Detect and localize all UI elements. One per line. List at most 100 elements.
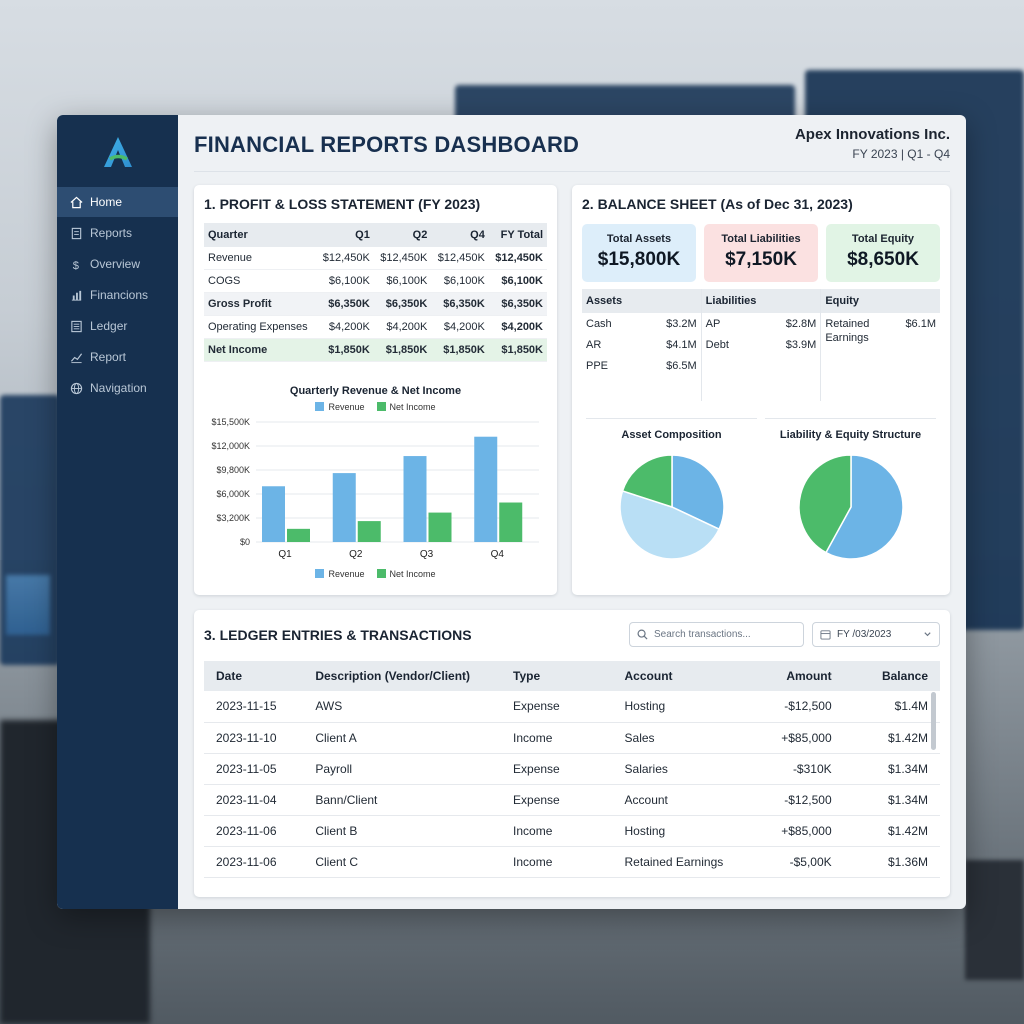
ledger-cell-type: Income <box>501 846 613 878</box>
y-tick-label: $3,200K <box>216 513 250 523</box>
table-row[interactable]: 2023-11-10 Client A Income Sales +$85,000 $1.… <box>204 722 940 754</box>
ledger-cell-date: 2023-11-10 <box>204 722 304 754</box>
bar-chart-icon <box>69 288 83 302</box>
sidebar-item-overview[interactable]: $ Overview <box>57 249 178 279</box>
document-icon <box>69 226 83 240</box>
assets-row: AR $4.1M <box>582 334 701 355</box>
item-label: AR <box>586 338 602 351</box>
ledger-cell-desc: AWS <box>303 691 502 723</box>
pie-row: Asset Composition Liability & Equity Str… <box>582 418 940 572</box>
table-row[interactable]: 2023-11-04 Bann/Client Expense Account -$12,… <box>204 784 940 816</box>
sidebar-item-home[interactable]: Home <box>57 187 178 217</box>
dollar-icon: $ <box>69 257 83 271</box>
liability-equity-pie <box>797 454 904 560</box>
date-select[interactable]: FY /03/2023 <box>812 622 940 647</box>
pl-col-header: Q4 <box>431 223 489 247</box>
date-value: FY /03/2023 <box>837 629 892 640</box>
bar-revenue <box>332 473 356 542</box>
pl-cell: $4,200K <box>373 315 432 339</box>
item-label: Debt <box>705 338 729 351</box>
page-title: FINANCIAL REPORTS DASHBOARD <box>194 132 580 157</box>
pl-cell: $6,350K <box>316 292 374 316</box>
bar-net-income <box>428 512 452 542</box>
pl-cell: $6,100K <box>373 269 432 293</box>
legend-label: Net Income <box>389 569 436 579</box>
sidebar-item-reports[interactable]: Reports <box>57 218 178 248</box>
ledger-cell-type: Expense <box>501 784 613 816</box>
svg-text:$: $ <box>72 260 79 271</box>
item-label: Cash <box>586 318 612 330</box>
search-input[interactable]: Search transactions... <box>629 622 804 647</box>
table-row[interactable]: 2023-11-15 AWS Expense Hosting -$12,500 $1.4M <box>204 691 940 723</box>
table-row[interactable]: 2023-11-05 Payroll Expense Salaries -$310K $1… <box>204 753 940 785</box>
pl-row: Net Income $1,850K $1,850K $1,850K $1,850K <box>204 338 547 362</box>
kpi-label: Total Equity <box>851 233 915 245</box>
ledger-col-header[interactable]: Date <box>204 661 304 691</box>
chart-legend-bottom: Revenue Net Income <box>204 569 547 579</box>
ledger-col-header[interactable]: Description (Vendor/Client) <box>303 661 502 691</box>
pl-title: 1. PROFIT & LOSS STATEMENT (FY 2023) <box>204 196 481 212</box>
liability-equity-chart: Liability & Equity Structure <box>765 418 936 572</box>
fiscal-period: FY 2023 | Q1 - Q4 <box>852 146 950 161</box>
kpi-total-assets: Total Assets $15,800K <box>582 224 696 282</box>
ledger-cell-amount: +$85,000 <box>744 722 844 754</box>
ledger-cell-balance: $1.34M <box>843 753 940 785</box>
ledger-col-header[interactable]: Balance <box>843 661 940 691</box>
x-tick-label: Q2 <box>349 549 363 560</box>
globe-icon <box>69 381 83 395</box>
sidebar-item-financions[interactable]: Financions <box>57 280 178 310</box>
pl-cell: $12,450K <box>373 247 432 270</box>
main-content: FINANCIAL REPORTS DASHBOARD Apex Innovat… <box>178 115 966 909</box>
pl-table: Quarter Q1 Q2 Q4 FY Total Revenue $12,450K $12… <box>204 223 547 362</box>
pl-cell: $6,100K <box>431 269 489 293</box>
sidebar-item-label: Navigation <box>90 381 147 395</box>
pl-cell: $12,450K <box>316 247 374 270</box>
liabilities-header: Liabilities <box>701 289 821 313</box>
table-row[interactable]: 2023-11-06 Client C Income Retained Earning… <box>204 846 940 878</box>
pl-col-header: Q2 <box>373 223 432 247</box>
ledger-cell-balance: $1.4M <box>843 691 940 723</box>
company-name: Apex Innovations Inc. <box>794 125 950 143</box>
sidebar-item-navigation[interactable]: Navigation <box>57 373 178 403</box>
pl-cell: COGS <box>204 269 317 293</box>
kpi-label: Total Assets <box>606 233 672 245</box>
ledger-col-header[interactable]: Amount <box>744 661 844 691</box>
pl-cell: $4,200K <box>431 315 489 339</box>
pie-slice <box>670 454 725 531</box>
pl-cell: Net Income <box>204 338 317 362</box>
ledger-cell-account: Salaries <box>612 753 745 785</box>
sidebar-item-ledger[interactable]: Ledger <box>57 311 178 341</box>
ledger-col-header[interactable]: Account <box>612 661 745 691</box>
pie-slice <box>621 454 673 509</box>
table-row[interactable]: 2023-11-06 Client B Income Hosting +$85,000 $… <box>204 815 940 847</box>
assets-row: Cash $3.2M <box>582 313 701 334</box>
pl-row: Gross Profit $6,350K $6,350K $6,350K $6,350K <box>204 292 547 316</box>
item-value: $6.1M <box>905 318 937 330</box>
bar-chart-svg: $0 $3,200K $6,000K $9,800K $12,000K $15,500K Q… <box>211 417 539 560</box>
balance-sheet-card: 2. BALANCE SHEET (As of Dec 31, 2023) To… <box>572 185 950 595</box>
pie-title: Asset Composition <box>621 429 722 441</box>
sidebar-item-report[interactable]: Report <box>57 342 178 372</box>
bar-revenue <box>474 436 498 542</box>
pie-title: Liability & Equity Structure <box>779 429 922 441</box>
pl-row: Operating Expenses $4,200K $4,200K $4,200K $… <box>204 315 547 339</box>
assets-column: Assets Cash $3.2M AR $4.1M PPE $6.5M <box>582 289 702 401</box>
calendar-icon <box>820 630 831 640</box>
ledger-col-header[interactable]: Type <box>501 661 613 691</box>
pl-col-header: FY Total <box>488 223 547 247</box>
ledger-cell-type: Income <box>501 815 613 847</box>
bar-net-income <box>357 521 381 542</box>
ledger-tools: Search transactions... FY /03/2023 <box>629 622 940 647</box>
sidebar-item-label: Financions <box>90 288 149 302</box>
ledger-header: 3. LEDGER ENTRIES & TRANSACTIONS Search … <box>204 622 940 647</box>
ledger-cell-type: Expense <box>501 753 613 785</box>
home-icon <box>69 195 83 209</box>
pl-cell: $12,450K <box>488 247 547 270</box>
ledger-cell-date: 2023-11-06 <box>204 815 304 847</box>
ledger-scrollbar[interactable] <box>931 692 936 750</box>
item-value: $2.8M <box>785 318 817 330</box>
ledger-cell-balance: $1.34M <box>843 784 940 816</box>
pl-row: Revenue $12,450K $12,450K $12,450K $12,450K <box>204 247 547 270</box>
sidebar-item-label: Reports <box>90 226 133 240</box>
app-logo[interactable] <box>57 127 178 177</box>
